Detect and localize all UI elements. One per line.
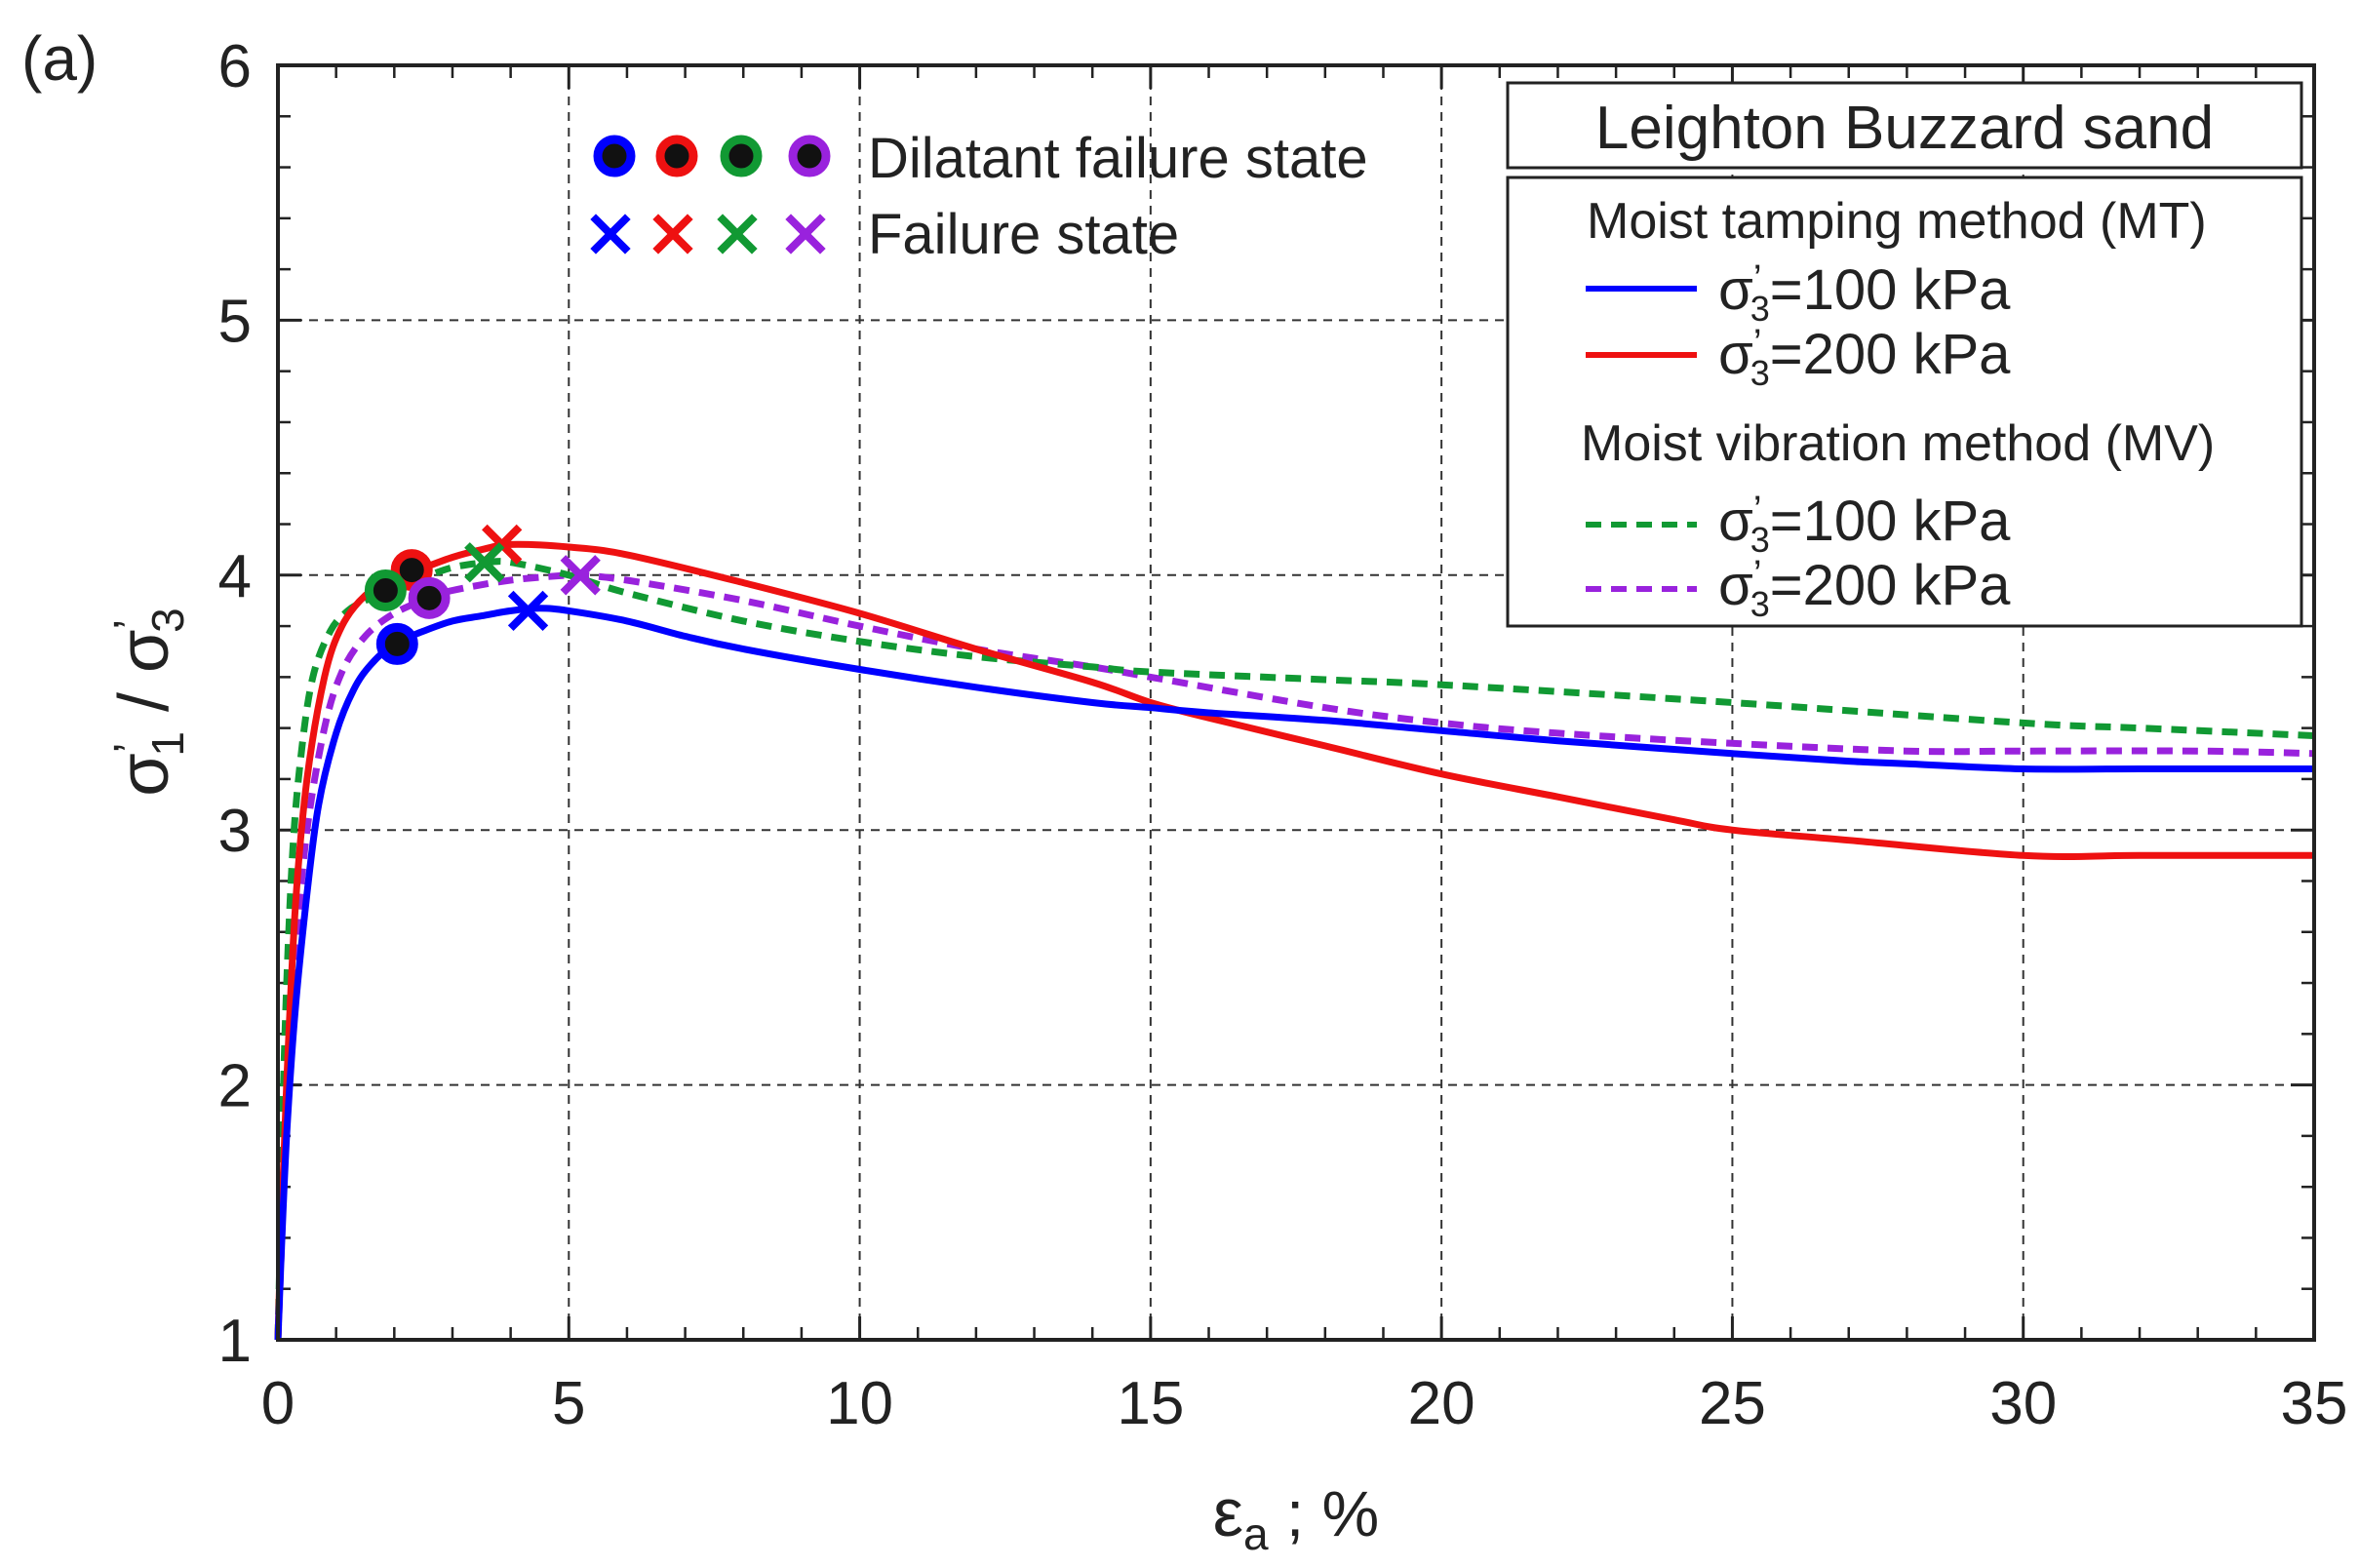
dot-ring [655,135,698,177]
x-tick-label: 15 [1117,1370,1184,1437]
x-tick-label: 35 [2281,1370,2348,1437]
marker-legend-cross-0 [590,214,631,255]
marker-legend-crosses [590,214,826,255]
cross-stroke [560,555,601,596]
marker-legend-dots [593,135,831,177]
marker-legend: Dilatant failure state Failure state [590,127,1368,266]
marker-legend-dot-3 [788,135,831,177]
legend-entry-mt-200: σ’ 3=200 kPa [1718,322,2011,393]
marker-legend-cross-2 [717,214,758,255]
dilatant-failure-marker-3 [408,576,451,619]
legend-entry-label: σ’ 3=200 kPa [1718,553,2011,624]
series-line-mv-2 [274,558,2315,1341]
legend-group-heading-mt: Moist tamping method (MT) [1587,193,2207,250]
series-line-mt-1 [274,540,2315,1341]
legend-group-heading-mv: Moist vibration method (MV) [1581,415,2215,472]
series-line-mv-3 [274,570,2315,1341]
dot-ring [364,568,407,611]
cross-stroke [507,590,549,632]
legend-entry-mv-200: σ’ 3=200 kPa [1718,553,2011,624]
y-tick-label: 3 [218,798,252,865]
failure-legend-label: Failure state [868,203,1179,266]
dot-ring [593,135,636,177]
y-tick-label: 5 [218,288,252,355]
cross-stroke [464,542,505,583]
legend-box: Leighton Buzzard sand Moist tamping meth… [1506,81,2303,628]
x-tick-label: 30 [1989,1370,2057,1437]
marker-legend-dot-0 [593,135,636,177]
dot-ring [408,576,451,619]
x-axis-title: εa ; % [1213,1474,1380,1559]
failure-marker-3 [560,555,601,596]
y-tick-label: 4 [218,543,252,610]
marker-legend-dot-1 [655,135,698,177]
cross-stroke [717,214,758,255]
cross-stroke [785,214,826,255]
legend-title-frame [1506,81,2303,170]
dot-ring [375,622,418,665]
x-tick-label: 20 [1408,1370,1475,1437]
tick-labels: 0 5 10 15 20 25 30 35 1 2 3 4 5 6 [218,33,2348,1437]
x-tick-label: 5 [552,1370,585,1437]
state-markers [364,524,601,665]
legend-title: Leighton Buzzard sand [1595,95,2214,162]
dilatant-failure-marker-0 [375,622,418,665]
dot-ring [788,135,831,177]
panel-label: (a) [21,23,98,94]
data-series [274,540,2315,1341]
y-tick-label: 1 [218,1308,252,1375]
legend-frame [1506,176,2303,628]
x-tick-label: 25 [1699,1370,1766,1437]
marker-legend-dot-2 [720,135,763,177]
marker-legend-cross-1 [652,214,693,255]
plot-frame [276,63,2316,1342]
legend-entry-label: σ’ 3=100 kPa [1718,489,2011,560]
series-line-mt-0 [274,605,2314,1341]
x-tick-label: 0 [261,1370,295,1437]
dilatant-legend-label: Dilatant failure state [868,127,1368,190]
cross-stroke [590,214,631,255]
x-tick-label: 10 [826,1370,893,1437]
dot-ring [720,135,763,177]
x-axis-subscript: a [1243,1509,1269,1559]
grid-lines [278,65,2314,1340]
y-axis-title: σ’1 / σ’3 [105,608,193,796]
cross-stroke [652,214,693,255]
legend-entry-label: σ’ 3=100 kPa [1718,257,2011,329]
legend-entry-label: σ’ 3=200 kPa [1718,322,2011,393]
y-tick-label: 6 [218,33,252,100]
dilatant-failure-marker-2 [364,568,407,611]
failure-marker-0 [507,590,549,632]
y-tick-label: 2 [218,1053,252,1120]
failure-marker-2 [464,542,505,583]
legend-entry-mv-100: σ’ 3=100 kPa [1718,489,2011,560]
marker-legend-cross-3 [785,214,826,255]
legend-entry-mt-100: σ’ 3=100 kPa [1718,257,2011,329]
